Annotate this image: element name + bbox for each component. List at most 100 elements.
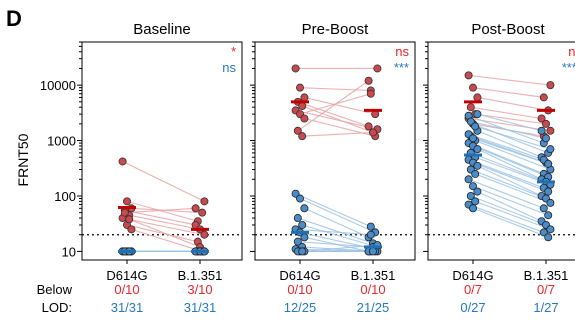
pair-line-blue xyxy=(468,133,544,161)
point-blue-d614g xyxy=(464,175,473,184)
pair-line-red xyxy=(472,87,544,98)
point-blue-b1351 xyxy=(544,159,553,168)
y-axis: 10 100 1000 10000 xyxy=(40,78,76,259)
point-red-b1351 xyxy=(364,76,373,85)
x-tick-label: B.1.351 xyxy=(524,268,569,283)
point-blue-d614g xyxy=(473,187,482,196)
pair-line-red xyxy=(122,217,205,236)
point-blue-b1351 xyxy=(537,126,546,135)
pair-line-red xyxy=(126,200,198,222)
point-red-d614g xyxy=(300,93,309,102)
point-blue-d614g xyxy=(468,182,477,191)
below-lod-red: 0/10 xyxy=(287,282,312,297)
point-blue-b1351 xyxy=(368,247,377,256)
point-blue-d614g xyxy=(293,237,302,246)
pair-line-blue xyxy=(475,125,551,150)
pair-line-red xyxy=(304,117,376,137)
point-red-d614g xyxy=(118,157,127,166)
pair-line-red xyxy=(126,224,198,243)
point-blue-d614g xyxy=(473,145,482,154)
pair-line-blue xyxy=(297,217,374,244)
panel-frame xyxy=(81,41,243,261)
point-red-d614g xyxy=(127,225,136,234)
point-blue-b1351 xyxy=(542,134,551,143)
pair-line-blue xyxy=(472,145,549,178)
below-lod-blue: 1/27 xyxy=(533,300,558,315)
pair-line-red xyxy=(299,87,371,92)
point-blue-d614g xyxy=(471,169,480,178)
point-red-d614g xyxy=(298,132,307,141)
pair-line-blue xyxy=(470,135,547,164)
panel-title: Baseline xyxy=(133,21,191,38)
pair-line-red xyxy=(470,106,542,120)
point-blue-d614g xyxy=(298,220,307,229)
significance-red: * xyxy=(231,44,236,59)
pair-line-blue xyxy=(295,193,372,228)
pair-line-red xyxy=(124,209,196,226)
point-red-d614g xyxy=(295,83,304,92)
significance-red: ns xyxy=(568,44,575,59)
point-red-d614g xyxy=(300,114,309,123)
below-lod-label-line1: Below xyxy=(37,282,73,297)
x-tick-label: D614G xyxy=(106,268,147,283)
point-blue-b1351 xyxy=(544,187,553,196)
pair-line-red xyxy=(304,96,376,115)
x-tick-label: D614G xyxy=(452,268,493,283)
point-red-b1351 xyxy=(537,114,546,123)
below-lod-blue: 0/27 xyxy=(460,300,485,315)
point-red-d614g xyxy=(473,93,482,102)
pair-line-blue xyxy=(472,162,549,193)
pair-line-red xyxy=(124,207,196,214)
point-blue-b1351 xyxy=(366,222,375,231)
y-tick-label: 1000 xyxy=(47,134,76,149)
pair-line-blue xyxy=(477,148,542,180)
point-red-b1351 xyxy=(200,197,209,206)
x-tick-label: B.1.351 xyxy=(351,268,396,283)
x-tick-label: D614G xyxy=(279,268,320,283)
pair-line-blue xyxy=(475,200,551,230)
y-axis-label: FRNT50 xyxy=(15,133,31,186)
point-blue-d614g xyxy=(471,197,480,206)
point-red-d614g xyxy=(464,71,473,80)
point-blue-d614g xyxy=(300,204,309,213)
pair-line-red xyxy=(302,131,374,137)
pair-line-red xyxy=(131,228,203,252)
pair-line-blue xyxy=(472,137,549,165)
pair-line-blue xyxy=(470,169,547,200)
point-blue-b1351 xyxy=(546,145,555,154)
point-blue-d614g xyxy=(298,247,307,256)
point-blue-b1351 xyxy=(546,225,555,234)
below-lod-blue: 31/31 xyxy=(111,300,144,315)
below-lod-table: 0/10 31/31 3/10 31/31 0/10 12/25 0/10 21/25 0/7 0… xyxy=(37,282,559,315)
point-red-b1351 xyxy=(200,230,209,239)
point-red-d614g xyxy=(298,102,307,111)
pair-line-red xyxy=(295,109,378,130)
panel-frame xyxy=(427,41,575,261)
panel-pre-boost: Pre-Boost D614G B.1.351 ns*** xyxy=(250,21,416,283)
pair-line-blue xyxy=(302,224,378,248)
panel-title: Post-Boost xyxy=(471,21,545,38)
point-blue-d614g xyxy=(468,204,477,213)
point-blue-b1351 xyxy=(546,198,555,207)
panel-frame xyxy=(254,41,416,261)
point-red-d614g xyxy=(293,126,302,135)
point-blue-d614g xyxy=(293,214,302,223)
x-tick-label: B.1.351 xyxy=(178,268,223,283)
pair-line-red xyxy=(122,160,205,202)
panel-title: Pre-Boost xyxy=(302,21,370,38)
pair-line-blue xyxy=(475,140,551,171)
point-red-d614g xyxy=(291,64,300,73)
point-blue-d614g xyxy=(473,110,482,119)
below-lod-label-line2: LOD: xyxy=(42,300,72,315)
point-red-b1351 xyxy=(546,81,555,90)
point-red-b1351 xyxy=(373,64,382,73)
pair-line-blue xyxy=(470,195,547,226)
point-red-b1351 xyxy=(368,128,377,137)
pair-line-blue xyxy=(475,173,551,204)
significance-blue: ns xyxy=(222,60,236,75)
below-lod-red: 0/7 xyxy=(537,282,555,297)
pair-line-blue xyxy=(472,207,549,238)
point-blue-d614g xyxy=(473,161,482,170)
point-red-d614g xyxy=(125,215,134,224)
